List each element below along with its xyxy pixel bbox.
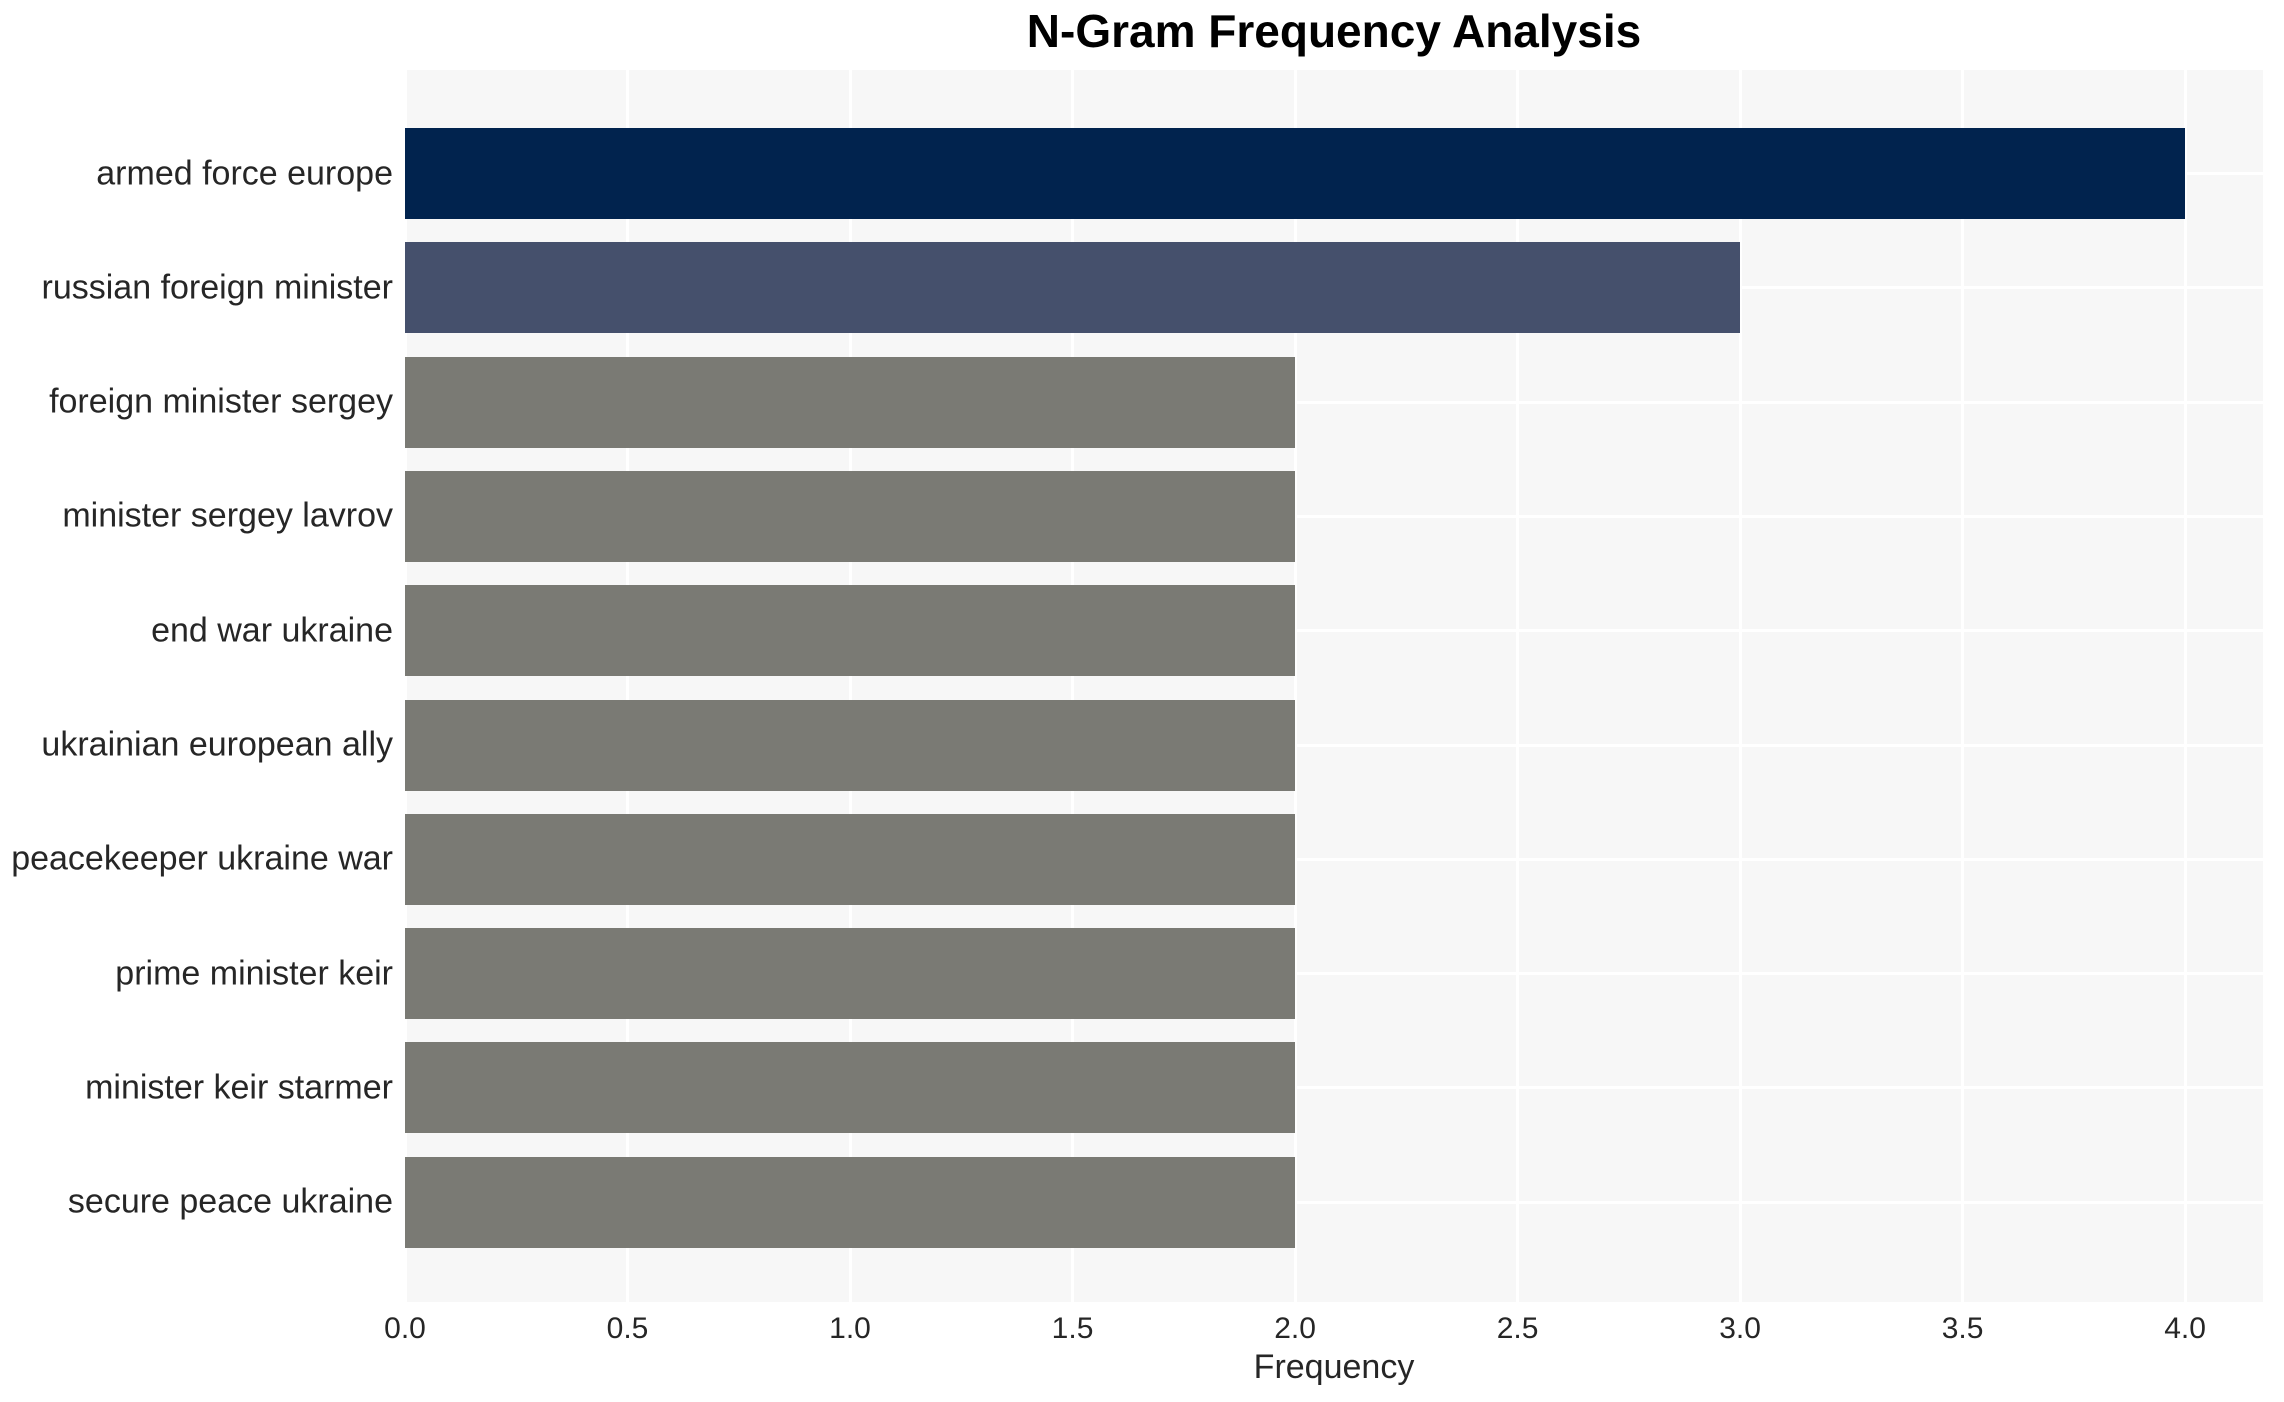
y-gridline — [405, 1086, 2263, 1090]
x-tick-label: 1.5 — [1051, 1312, 1094, 1345]
x-tick-label: 0.5 — [606, 1312, 649, 1345]
y-gridline — [405, 514, 2263, 518]
x-tick-label: 1.0 — [829, 1312, 871, 1345]
x-gridline — [1961, 70, 1965, 1302]
bar-armed-force-europe — [405, 128, 2186, 219]
x-gridline — [2183, 70, 2187, 1302]
y-tick-label: armed force europe — [96, 154, 393, 192]
y-gridline — [405, 857, 2263, 861]
y-tick-label: minister keir starmer — [85, 1068, 393, 1107]
x-tick-label: 3.5 — [1941, 1312, 1984, 1345]
y-gridline — [405, 1200, 2263, 1204]
y-tick-label: ukrainian european ally — [41, 725, 393, 764]
x-tick-label: 0.0 — [384, 1312, 426, 1345]
bar-foreign-minister-sergey — [405, 356, 1296, 448]
bar-minister-keir-starmer — [405, 1042, 1296, 1134]
y-gridline — [405, 743, 2263, 747]
y-tick-label: peacekeeper ukraine war — [11, 839, 393, 878]
y-tick-label: prime minister keir — [115, 954, 393, 993]
x-gridline — [1071, 70, 1075, 1302]
chart-title: N-Gram Frequency Analysis — [1026, 5, 1642, 57]
x-tick-label: 2.0 — [1274, 1312, 1316, 1345]
y-tick-label: russian foreign minister — [41, 268, 393, 307]
bar-russian-foreign-minister — [405, 242, 1741, 334]
x-gridline — [848, 70, 852, 1302]
x-gridline — [1738, 70, 1742, 1302]
x-axis-label: Frequency — [1253, 1348, 1415, 1386]
bar-ukrainian-european-ally — [405, 699, 1296, 791]
y-tick-label: secure peace ukraine — [67, 1182, 393, 1221]
x-tick-label: 4.0 — [2164, 1312, 2206, 1345]
plot-area — [403, 70, 2263, 1302]
bar-end-war-ukraine — [405, 585, 1296, 677]
bar-minister-sergey-lavrov — [405, 470, 1296, 562]
y-gridline — [405, 629, 2263, 633]
y-gridline — [405, 972, 2263, 976]
bar-secure-peace-ukraine — [405, 1156, 1296, 1248]
y-tick-label: end war ukraine — [151, 611, 393, 650]
x-tick-label: 3.0 — [1719, 1312, 1761, 1345]
y-tick-label: foreign minister sergey — [49, 382, 393, 421]
y-tick-label: minister sergey lavrov — [62, 496, 393, 535]
x-gridline — [626, 70, 629, 1302]
bar-peacekeeper-ukraine-war — [405, 813, 1296, 905]
x-gridline — [1293, 70, 1297, 1302]
x-gridline — [1516, 70, 1520, 1302]
y-gridline — [405, 400, 2263, 404]
x-tick-label: 2.5 — [1496, 1312, 1539, 1345]
bar-prime-minister-keir — [405, 928, 1296, 1020]
x-gridline — [403, 70, 407, 1302]
